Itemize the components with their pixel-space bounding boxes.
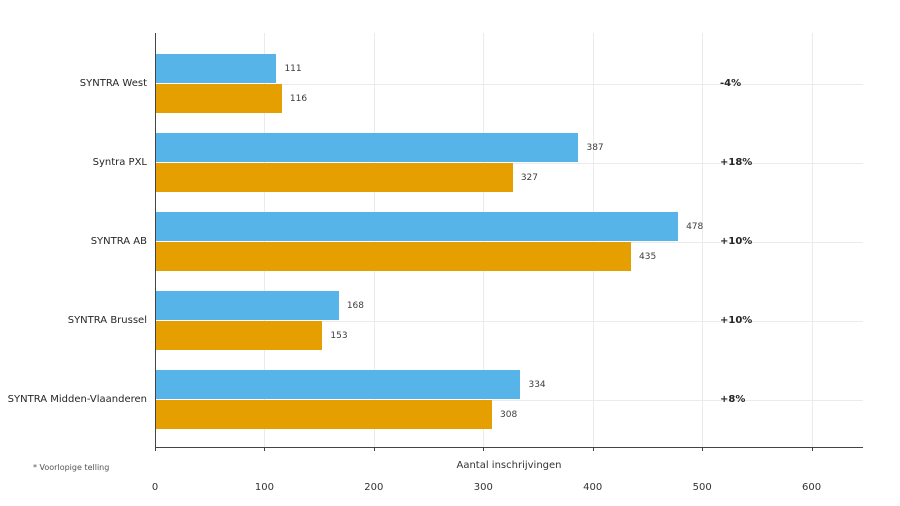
x-axis-line [155,447,863,448]
bar-value-label: 387 [586,142,604,153]
pct-change-label: +10% [720,315,753,327]
x-tick-mark [592,447,594,451]
bar-orange [155,242,631,272]
y-axis-line [155,33,156,447]
x-tick-label: 400 [583,482,603,493]
bar-value-label: 111 [284,63,302,74]
gridline-horizontal [155,83,863,85]
x-tick-mark [483,447,485,451]
plot-area: SYNTRA West 111 116 -4% Syntra PXL 387 327 +18%… [8,33,863,493]
bar-value-label: 334 [528,379,546,390]
x-tick-mark [811,447,813,451]
gridline-vertical [702,33,704,447]
bar-value-label: 116 [289,93,308,104]
bar-blue [155,212,679,242]
bar-orange [155,321,323,351]
bar-blue [155,370,521,399]
pct-change-label: +8% [720,394,746,405]
pct-change-label: -4% [720,78,742,90]
category-label: SYNTRA Midden-Vlaanderen [7,394,147,405]
x-tick-mark [155,447,156,451]
bar-orange [155,84,282,114]
x-tick-label: 100 [254,482,274,493]
bar-value-label: 308 [500,409,518,420]
bar-blue [155,133,579,163]
gridline-horizontal [155,399,863,401]
x-tick-label: 0 [151,482,159,493]
x-tick-mark [373,447,375,451]
bar-blue [155,54,277,84]
x-axis-title: Aantal inschrijvingen [456,460,562,471]
category-label: SYNTRA AB [90,236,147,248]
x-tick-label: 600 [802,482,822,493]
gridline-vertical [811,33,813,447]
bar-value-label: 478 [686,221,704,232]
x-tick-label: 300 [473,482,493,493]
pct-change-label: +18% [720,157,753,169]
bar-value-label: 435 [639,251,657,262]
bar-blue [155,291,339,321]
category-label: SYNTRA West [79,78,147,90]
x-tick-label: 200 [364,482,384,493]
footnote: * Voorlopige telling [33,463,110,472]
gridline-horizontal [155,320,863,322]
pct-change-label: +10% [720,236,753,248]
category-label: Syntra PXL [92,157,147,169]
bar-value-label: 168 [346,300,365,311]
bar-value-label: 153 [330,330,348,341]
bar-value-label: 327 [520,172,539,183]
x-tick-mark [264,447,266,451]
x-tick-label: 500 [692,482,712,493]
category-label: SYNTRA Brussel [67,315,147,327]
bar-orange [155,400,493,429]
bar-orange [155,163,513,193]
x-tick-mark [702,447,704,451]
